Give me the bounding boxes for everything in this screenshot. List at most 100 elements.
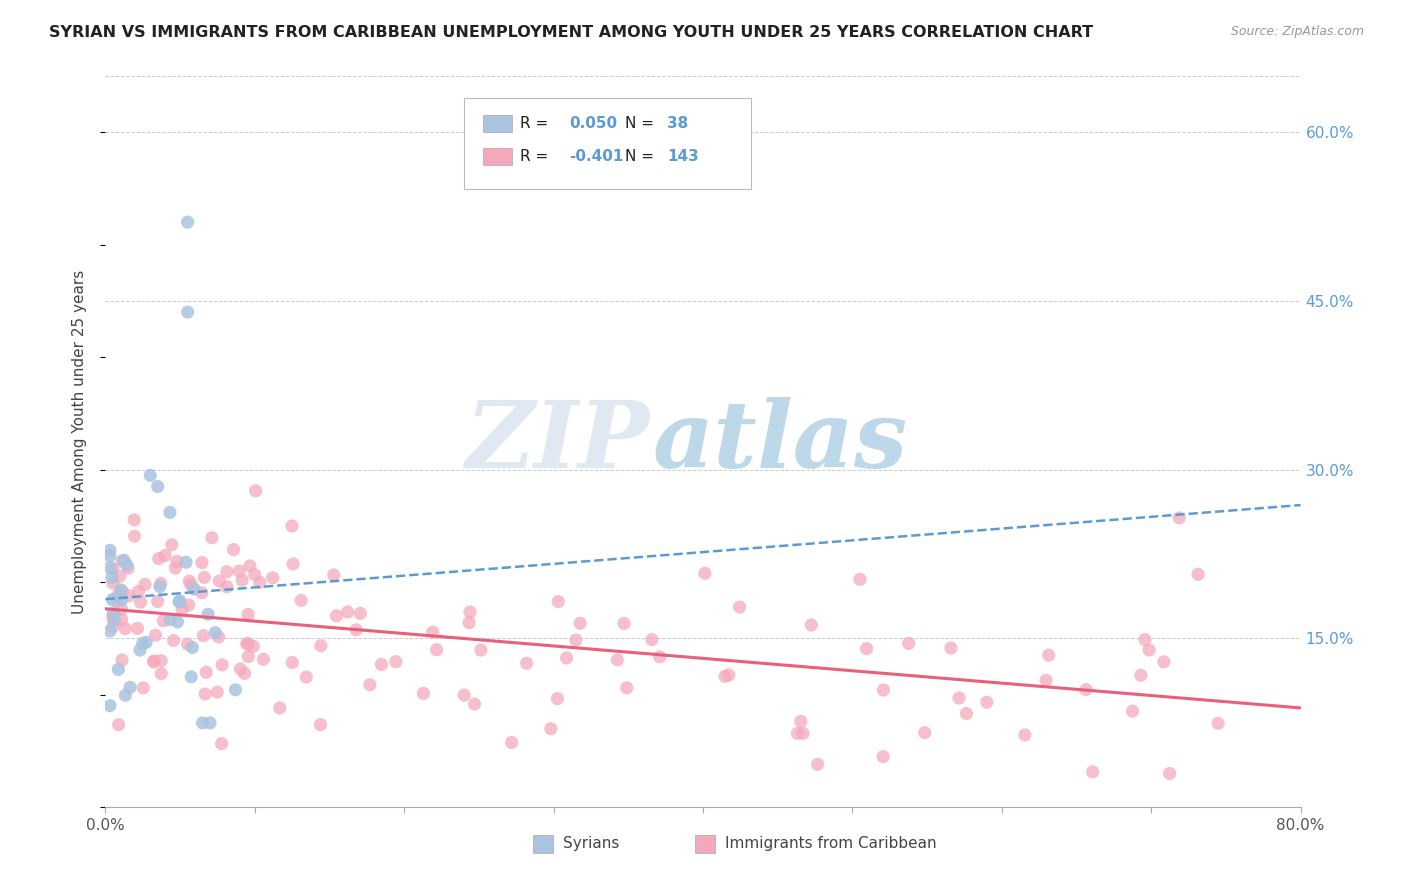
Point bbox=[159, 613, 181, 627]
Point bbox=[262, 571, 284, 585]
Point bbox=[115, 558, 138, 572]
Point bbox=[98, 698, 121, 713]
Point bbox=[616, 681, 638, 695]
Point bbox=[160, 538, 183, 552]
Point bbox=[146, 594, 169, 608]
Point bbox=[107, 662, 129, 676]
Point bbox=[1168, 511, 1191, 525]
Point bbox=[501, 735, 523, 749]
Point bbox=[458, 605, 481, 619]
Point bbox=[1035, 673, 1057, 688]
Point bbox=[693, 566, 716, 581]
Point bbox=[132, 636, 155, 650]
Point bbox=[167, 595, 190, 609]
Point bbox=[101, 562, 124, 576]
Point bbox=[153, 549, 176, 563]
Point bbox=[235, 637, 257, 651]
Point bbox=[150, 666, 173, 681]
Point bbox=[127, 622, 149, 636]
Point bbox=[569, 616, 592, 631]
Point bbox=[191, 556, 214, 570]
Point bbox=[101, 592, 124, 607]
Point bbox=[426, 642, 449, 657]
Point bbox=[191, 586, 214, 600]
Point bbox=[897, 636, 920, 650]
Point bbox=[786, 726, 808, 740]
Point bbox=[1137, 643, 1160, 657]
Point bbox=[238, 649, 260, 664]
Point bbox=[516, 657, 538, 671]
Point bbox=[101, 620, 124, 634]
Point bbox=[349, 607, 371, 621]
Point bbox=[872, 683, 894, 698]
Point bbox=[120, 681, 142, 695]
Point bbox=[606, 653, 628, 667]
Point bbox=[114, 688, 136, 702]
Point bbox=[108, 569, 131, 583]
Point bbox=[728, 600, 751, 615]
Text: SYRIAN VS IMMIGRANTS FROM CARIBBEAN UNEMPLOYMENT AMONG YOUTH UNDER 25 YEARS CORR: SYRIAN VS IMMIGRANTS FROM CARIBBEAN UNEM… bbox=[49, 25, 1094, 40]
Point bbox=[555, 651, 578, 665]
Point bbox=[453, 688, 475, 702]
Text: 0.050: 0.050 bbox=[569, 116, 617, 131]
Point bbox=[464, 697, 486, 711]
Point bbox=[159, 505, 181, 519]
Point bbox=[914, 725, 936, 739]
Point bbox=[112, 553, 135, 567]
Point bbox=[309, 717, 332, 731]
Point bbox=[135, 635, 157, 649]
Point bbox=[118, 589, 141, 603]
Point bbox=[191, 715, 214, 730]
Point bbox=[939, 641, 962, 656]
Point bbox=[1206, 716, 1229, 731]
FancyBboxPatch shape bbox=[484, 147, 512, 165]
Point bbox=[613, 616, 636, 631]
Point bbox=[1129, 668, 1152, 682]
Point bbox=[197, 607, 219, 622]
Text: 143: 143 bbox=[666, 149, 699, 164]
Point bbox=[98, 624, 121, 638]
Point bbox=[111, 584, 134, 599]
Point bbox=[98, 543, 121, 558]
Point bbox=[162, 633, 184, 648]
Point bbox=[107, 594, 129, 608]
Point bbox=[547, 594, 569, 608]
Point bbox=[807, 757, 830, 772]
FancyBboxPatch shape bbox=[484, 114, 512, 132]
Point bbox=[165, 561, 187, 575]
Point bbox=[195, 665, 218, 680]
Point bbox=[177, 598, 200, 612]
Point bbox=[150, 654, 173, 668]
Point bbox=[1121, 704, 1143, 718]
Point bbox=[211, 657, 233, 672]
Text: N =: N = bbox=[626, 149, 659, 164]
Point bbox=[281, 519, 304, 533]
Point bbox=[107, 717, 129, 731]
Point bbox=[976, 695, 998, 709]
Point bbox=[540, 722, 562, 736]
Point bbox=[281, 656, 304, 670]
Point bbox=[181, 640, 204, 655]
Point bbox=[143, 654, 166, 668]
Point bbox=[322, 568, 344, 582]
Point bbox=[872, 749, 894, 764]
Point bbox=[1014, 728, 1036, 742]
Point bbox=[242, 640, 264, 654]
Point bbox=[222, 542, 245, 557]
Point bbox=[107, 588, 129, 602]
Text: N =: N = bbox=[626, 116, 659, 131]
Point bbox=[169, 594, 191, 608]
Point bbox=[208, 630, 231, 644]
Point bbox=[134, 577, 156, 591]
Point bbox=[1159, 766, 1181, 780]
Point bbox=[336, 605, 359, 619]
Point bbox=[124, 529, 146, 543]
Point bbox=[176, 637, 198, 651]
Point bbox=[855, 641, 877, 656]
Point bbox=[101, 612, 124, 626]
Point bbox=[233, 666, 256, 681]
Point bbox=[146, 479, 169, 493]
Point bbox=[325, 608, 347, 623]
Point bbox=[104, 614, 127, 628]
Point bbox=[546, 691, 568, 706]
